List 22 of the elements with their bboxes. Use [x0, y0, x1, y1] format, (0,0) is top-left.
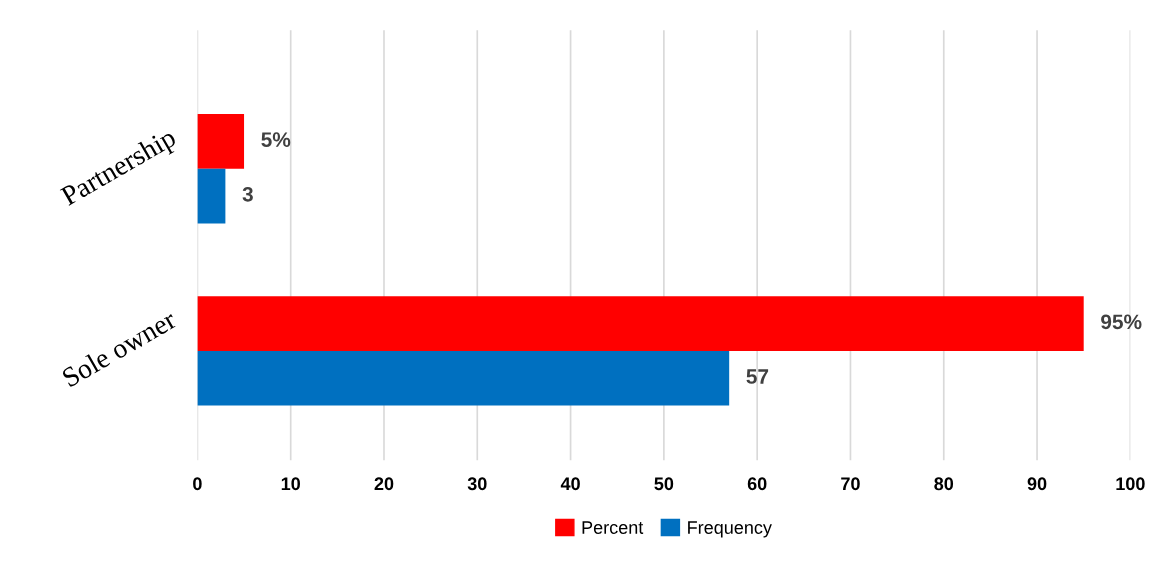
y-tick-label: Sole owner	[60, 308, 178, 388]
x-tick-label: 60	[747, 477, 767, 491]
data-label: 57	[746, 369, 769, 384]
data-label: 95%	[1101, 314, 1142, 330]
x-tick-label: 20	[374, 477, 394, 491]
x-tick-label: 80	[934, 477, 954, 491]
x-tick-label: 50	[654, 477, 674, 491]
bar	[197, 350, 730, 406]
x-tick-label: 40	[560, 477, 580, 491]
bar	[197, 296, 1084, 351]
x-tick-label: 30	[467, 477, 487, 491]
data-label: 3	[242, 186, 253, 202]
bar	[197, 168, 226, 224]
bar	[197, 114, 245, 169]
data-label: 5%	[261, 132, 291, 147]
x-tick-label: 70	[841, 477, 860, 491]
x-tick-label: 10	[281, 477, 300, 491]
x-tick-label: 100	[1116, 477, 1145, 491]
legend-label: Frequency	[688, 521, 772, 538]
x-tick-label: 90	[1027, 477, 1047, 491]
x-tick-label: 0	[193, 477, 202, 491]
legend-label: Percent	[582, 521, 644, 534]
